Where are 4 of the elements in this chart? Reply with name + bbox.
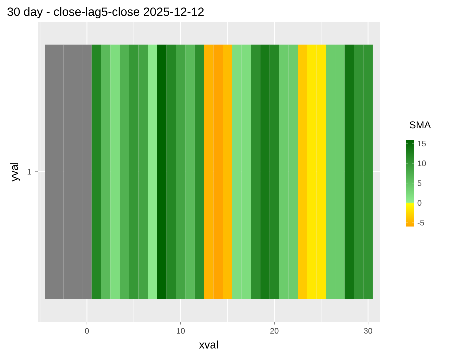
chart-title: 30 day - close-lag5-close 2025-12-12: [8, 7, 204, 19]
color-bar-title: SMA: [410, 122, 432, 129]
y-axis-title: yval: [10, 162, 20, 182]
x-axis-title: xval: [199, 340, 218, 349]
